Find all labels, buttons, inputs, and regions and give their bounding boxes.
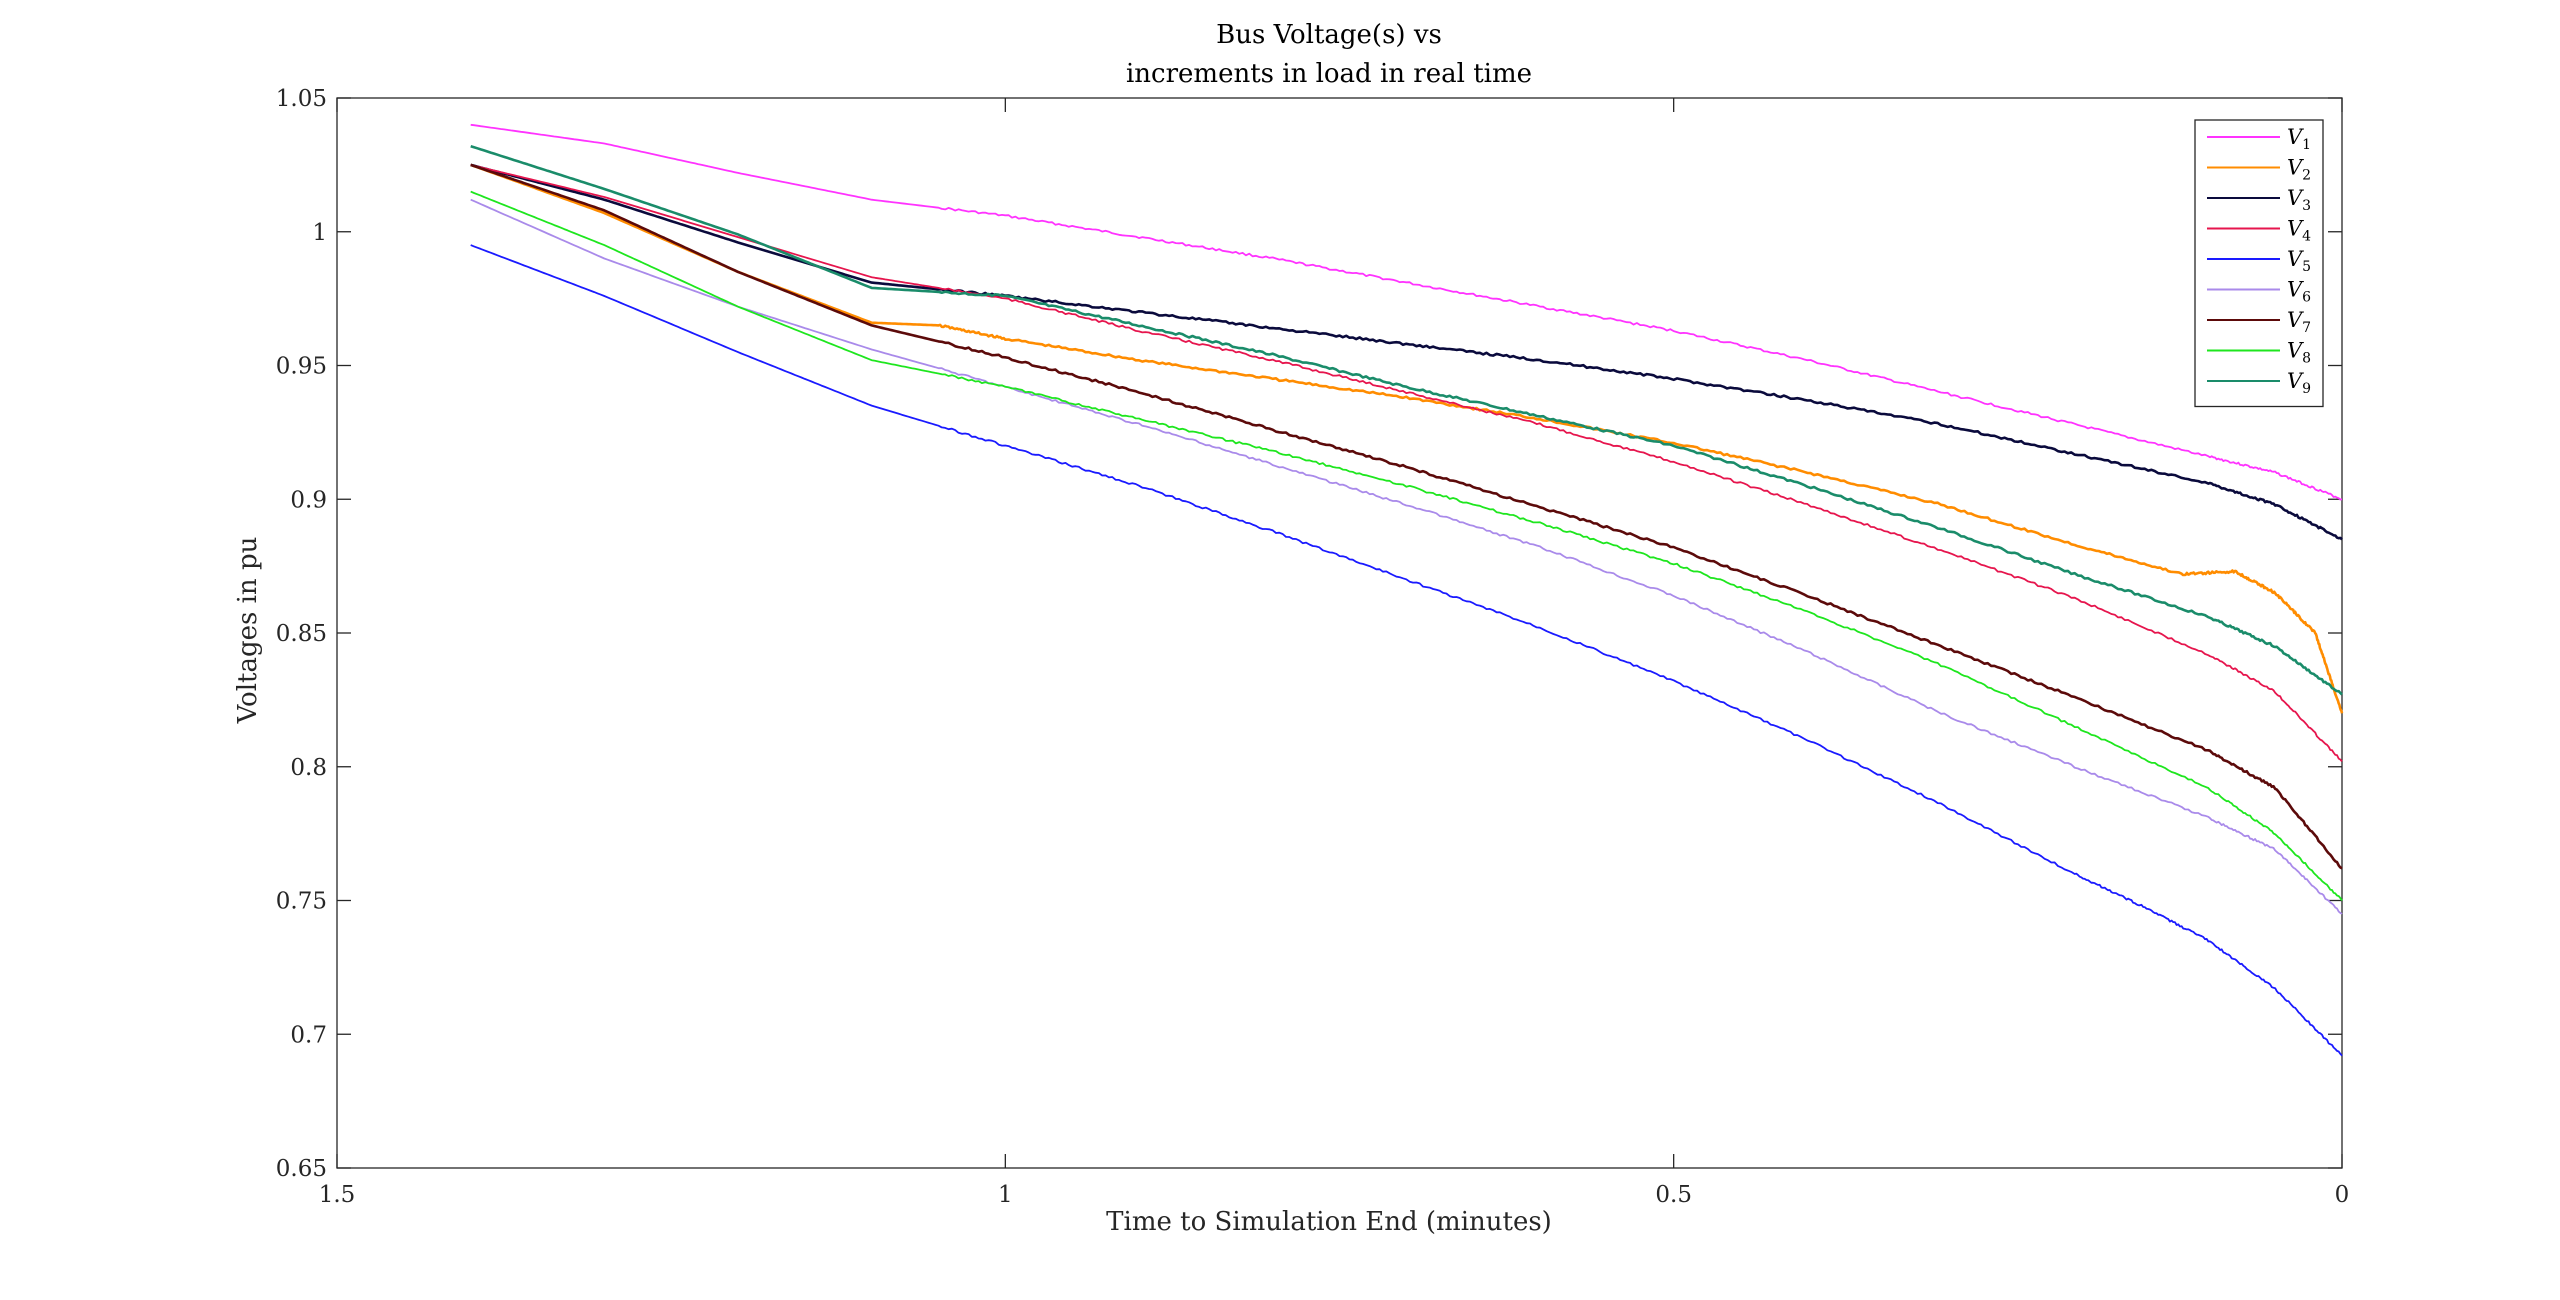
plot-area: 1.5 1 0.5 0 0.65 0.7 0.75 0.8 0.85 0.9 0.95 1 1.05 [276, 86, 2350, 1208]
x-tick-label: 0.5 [1655, 1182, 1692, 1208]
y-tick-label: 1 [312, 220, 327, 246]
x-tick-label: 0 [2335, 1182, 2350, 1208]
y-tick-label: 1.05 [276, 86, 327, 112]
series-line-v4 [470, 164, 2343, 763]
y-tick-label: 0.9 [290, 487, 327, 513]
y-axis-title: Voltages in pu [233, 537, 263, 725]
x-axis-title: Time to Simulation End (minutes) [1106, 1207, 1552, 1237]
y-tick-label: 0.75 [276, 889, 327, 915]
series-line-v9 [470, 144, 2343, 696]
legend-label-v8: V8 [2287, 339, 2311, 367]
y-tick-label: 0.8 [290, 755, 327, 781]
series-line-v2 [470, 163, 2344, 714]
series-line-v8 [470, 190, 2343, 902]
series-line-v1 [470, 123, 2343, 501]
series-line-v6 [470, 198, 2343, 915]
y-tick-label: 0.65 [276, 1156, 327, 1182]
series-line-v5 [470, 244, 2343, 1057]
legend-label-v4: V4 [2287, 217, 2311, 245]
x-tick-label: 1 [998, 1182, 1013, 1208]
chart-title-line-1: Bus Voltage(s) vs [1216, 20, 1442, 50]
y-tick-label: 0.85 [276, 621, 327, 647]
legend-label-v7: V7 [2287, 308, 2311, 336]
legend-label-v6: V6 [2287, 278, 2311, 306]
legend-label-v2: V2 [2287, 156, 2311, 184]
legend-label-v3: V3 [2287, 186, 2311, 214]
legend-label-v5: V5 [2287, 247, 2311, 275]
x-tick-label: 1.5 [319, 1182, 356, 1208]
chart-title: Bus Voltage(s) vs increments in load in … [1126, 20, 1532, 89]
chart-title-line-2: increments in load in real time [1126, 59, 1532, 89]
y-tick-label: 0.95 [276, 354, 327, 380]
series-line-v7 [470, 163, 2343, 870]
legend-label-v9: V9 [2287, 369, 2311, 397]
legend-label-v1: V1 [2287, 125, 2311, 153]
plot-frame [336, 97, 2343, 1169]
y-tick-label: 0.7 [290, 1022, 327, 1048]
